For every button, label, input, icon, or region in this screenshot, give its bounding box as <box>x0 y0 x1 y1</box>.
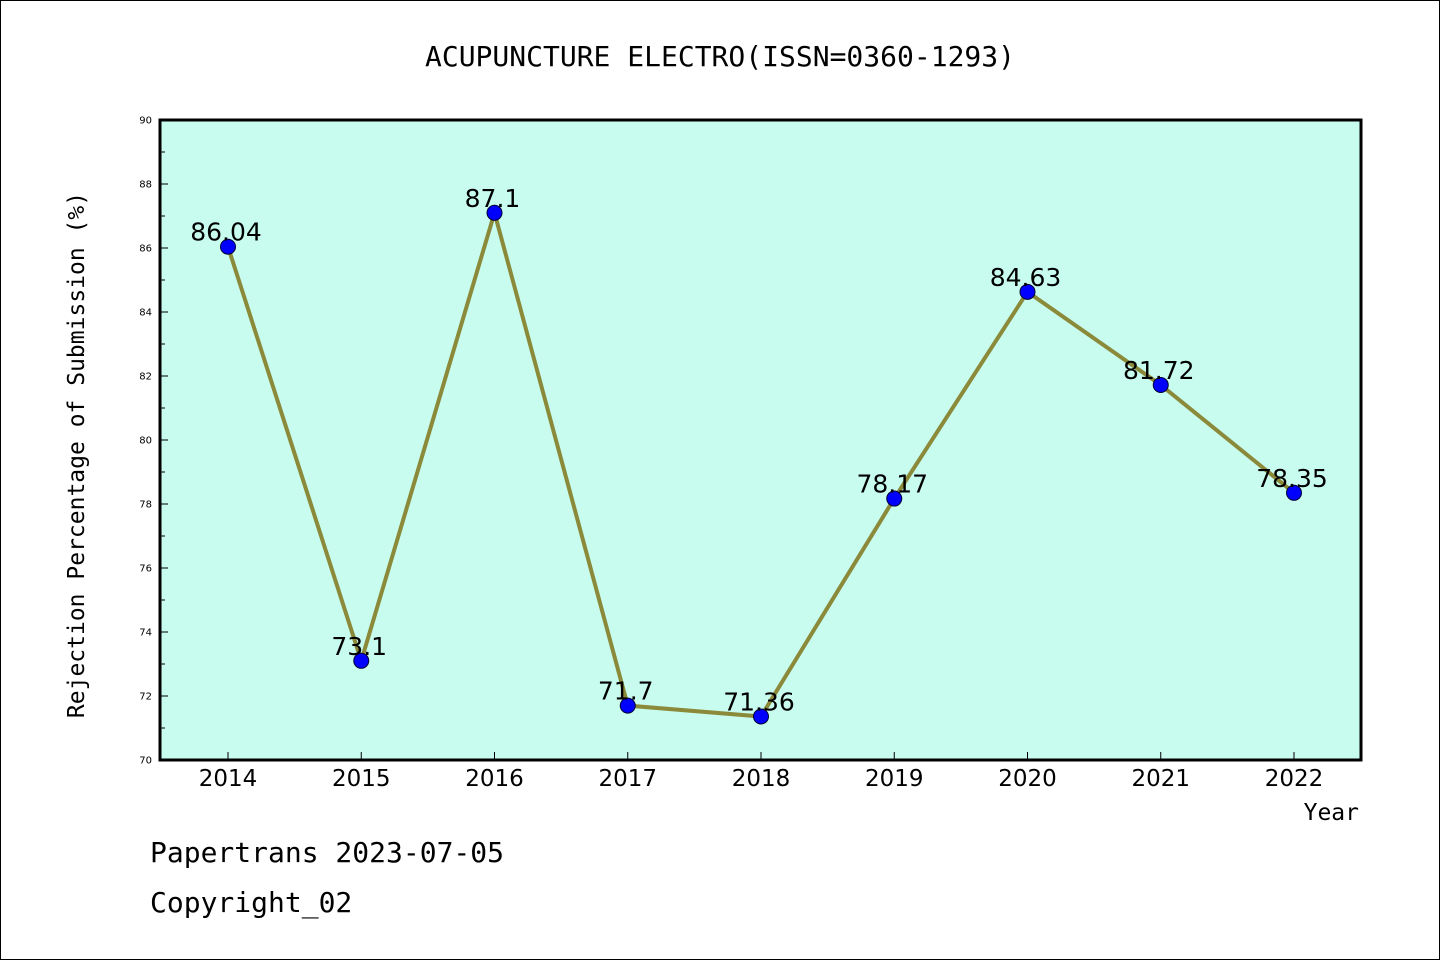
data-labels: 86.04 73.1 87.1 71.7 71.36 78.17 84.63 81.72 78.… <box>190 184 1328 717</box>
x-axis: 2014 2015 2016 2017 2018 2019 2020 2021 2022 <box>199 752 1324 792</box>
x-tick-label: 2014 <box>199 766 258 792</box>
y-tick-label: 74 <box>139 628 152 639</box>
data-label: 87.1 <box>465 184 521 213</box>
plot-area <box>160 120 1361 760</box>
x-tick-label: 2020 <box>998 766 1057 792</box>
data-point <box>220 238 236 255</box>
data-label: 86.04 <box>190 218 262 247</box>
data-label: 84.63 <box>990 263 1062 292</box>
data-point <box>353 652 370 669</box>
x-tick-label: 2022 <box>1265 766 1324 792</box>
y-axis-label: Rejection Percentage of Submission (%) <box>64 192 90 718</box>
data-point <box>486 204 503 221</box>
y-tick-label: 82 <box>139 372 152 383</box>
x-tick-label: 2016 <box>465 766 524 792</box>
series-line-group <box>220 204 1302 725</box>
data-point <box>886 490 903 507</box>
x-tick-label: 2017 <box>598 766 657 792</box>
y-tick-label: 72 <box>139 692 152 703</box>
y-tick-label: 90 <box>139 116 152 127</box>
x-tick-label: 2015 <box>332 766 391 792</box>
y-tick-label: 78 <box>139 500 152 511</box>
x-tick-label: 2018 <box>732 766 791 792</box>
y-tick-label: 80 <box>139 436 152 447</box>
data-point <box>1152 376 1169 393</box>
y-tick-label: 88 <box>139 180 152 191</box>
y-tick-label: 86 <box>139 244 152 255</box>
data-label: 71.36 <box>723 687 795 716</box>
y-tick-label: 70 <box>139 756 152 767</box>
footer-source: Papertrans 2023-07-05 <box>150 836 505 869</box>
chart-title: ACUPUNCTURE ELECTRO(ISSN=0360-1293) <box>425 40 1015 73</box>
footer-copyright: Copyright_02 <box>150 886 353 919</box>
plot-border <box>158 118 1363 762</box>
data-point <box>753 708 769 725</box>
data-label: 73.1 <box>331 632 387 661</box>
x-tick-label: 2021 <box>1131 766 1190 792</box>
y-axis: 70 72 74 76 78 80 82 84 86 88 90 <box>139 116 168 767</box>
data-point <box>619 697 636 714</box>
y-tick-label: 76 <box>139 564 152 575</box>
data-label: 81.72 <box>1123 356 1195 385</box>
x-tick-label: 2019 <box>865 766 924 792</box>
data-point <box>1286 484 1302 501</box>
data-label: 71.7 <box>598 677 654 706</box>
x-axis-label: Year <box>1304 800 1359 826</box>
y-tick-label: 84 <box>139 308 152 319</box>
data-point <box>1019 283 1036 300</box>
data-label: 78.17 <box>856 470 928 499</box>
data-label: 78.35 <box>1256 464 1328 493</box>
